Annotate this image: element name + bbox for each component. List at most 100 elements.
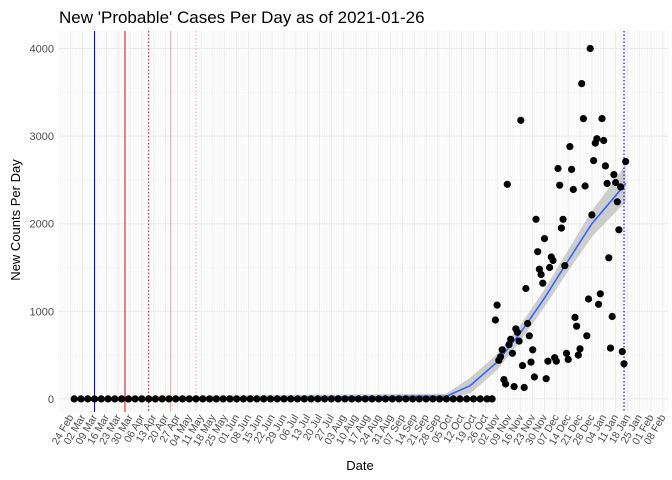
y-tick-label: 1000: [30, 306, 54, 318]
data-point: [111, 395, 119, 403]
data-point: [239, 395, 247, 403]
data-point: [429, 395, 437, 403]
data-point: [90, 395, 99, 403]
data-point: [145, 395, 153, 403]
data-point: [586, 44, 594, 53]
data-point: [584, 295, 593, 303]
data-point: [576, 345, 584, 353]
data-point: [178, 395, 187, 403]
data-point: [84, 395, 92, 403]
data-point: [206, 395, 214, 403]
y-axis-title: New Counts Per Day: [8, 159, 23, 281]
data-point: [488, 395, 496, 403]
data-point: [590, 157, 598, 165]
data-point: [334, 395, 342, 403]
data-point: [513, 328, 522, 336]
y-tick-label: 2000: [30, 219, 54, 231]
data-point: [517, 116, 525, 124]
data-point: [574, 351, 582, 359]
data-point: [525, 332, 533, 340]
data-point: [172, 395, 180, 403]
data-point: [253, 395, 261, 403]
data-point: [226, 395, 234, 403]
data-point: [375, 395, 383, 403]
data-point: [618, 348, 626, 356]
data-point: [449, 395, 457, 403]
data-point: [617, 183, 625, 191]
data-point: [151, 395, 159, 403]
data-point: [368, 395, 376, 403]
data-point: [562, 349, 571, 357]
data-point: [341, 395, 349, 403]
data-point: [199, 395, 207, 403]
data-point: [601, 162, 610, 170]
data-point: [510, 383, 518, 391]
data-point: [77, 395, 85, 403]
data-point: [287, 395, 295, 403]
data-point: [583, 332, 591, 340]
data-point: [422, 395, 430, 403]
data-point: [409, 395, 417, 403]
data-point: [138, 395, 146, 403]
data-point: [595, 300, 603, 308]
data-point: [549, 256, 557, 265]
data-point: [622, 157, 630, 166]
data-point: [542, 375, 550, 383]
data-point: [507, 335, 515, 343]
data-point: [273, 395, 281, 403]
y-tick-label: 3000: [30, 131, 54, 143]
data-point: [559, 215, 567, 223]
data-point: [158, 395, 166, 403]
trend-line-path: [74, 182, 627, 400]
data-point: [498, 346, 506, 354]
data-point: [124, 395, 132, 403]
data-point: [573, 322, 581, 330]
data-point: [564, 355, 572, 363]
x-axis-title: Date: [346, 458, 373, 473]
data-point: [520, 383, 528, 392]
data-point: [557, 224, 566, 232]
trend-line: [74, 182, 627, 400]
data-point: [70, 395, 78, 403]
data-point: [491, 316, 499, 324]
chart-title: New 'Probable' Cases Per Day as of 2021-…: [59, 8, 425, 27]
data-point: [552, 357, 560, 365]
data-point: [532, 215, 540, 223]
data-point: [544, 357, 552, 365]
data-point: [381, 395, 390, 403]
data-point: [361, 395, 369, 403]
data-point: [556, 181, 564, 189]
data-point: [321, 395, 329, 403]
data-point: [613, 198, 621, 206]
data-point: [569, 185, 577, 194]
data-point: [388, 395, 396, 403]
data-point: [530, 373, 539, 381]
data-point: [579, 115, 588, 123]
data-point: [314, 395, 322, 403]
data-point: [554, 164, 562, 173]
data-point: [522, 284, 530, 293]
data-point: [540, 235, 549, 243]
data-point: [192, 395, 200, 403]
data-point: [615, 226, 623, 234]
data-point: [327, 395, 335, 403]
data-point: [524, 319, 532, 328]
data-point: [496, 353, 505, 361]
y-tick-label: 0: [48, 394, 54, 406]
data-point: [246, 395, 254, 403]
data-point: [529, 346, 537, 354]
data-point: [593, 135, 601, 143]
data-point: [537, 270, 545, 279]
data-point: [415, 395, 423, 403]
data-point: [354, 395, 362, 403]
data-point: [515, 337, 523, 345]
data-point: [620, 360, 628, 368]
data-point: [503, 180, 511, 188]
data-point: [219, 395, 227, 403]
data-point: [266, 395, 275, 403]
data-points: [70, 44, 630, 403]
data-point: [118, 395, 126, 403]
data-point: [605, 254, 613, 262]
data-point: [546, 263, 554, 272]
